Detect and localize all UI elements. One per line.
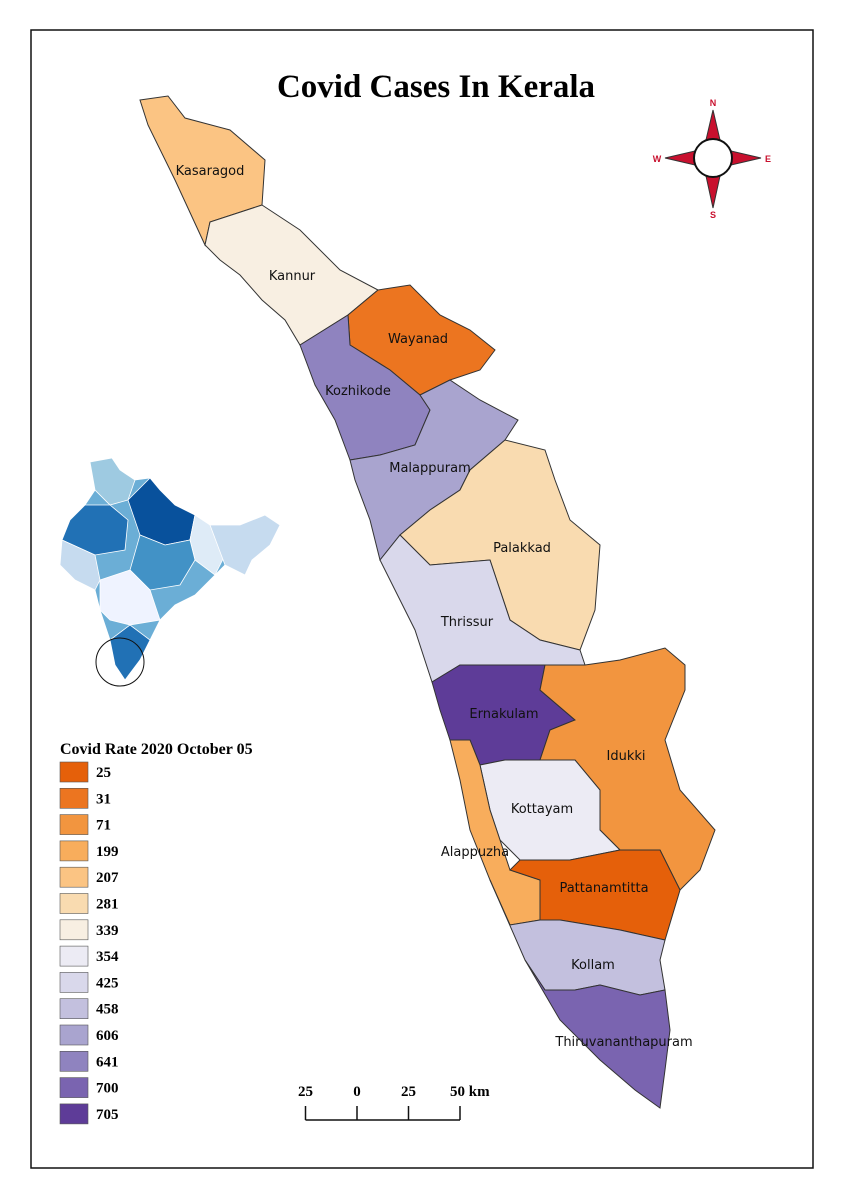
legend: 25 31 71 199 207 281 339 354 425 458 606 641 700 705 <box>59 761 119 1125</box>
legend-swatch <box>59 866 89 888</box>
legend-swatch <box>59 998 89 1020</box>
legend-label: 705 <box>96 1107 119 1123</box>
district-label: Thrissur <box>440 615 494 630</box>
compass-letter: E <box>765 154 771 164</box>
legend-label: 31 <box>96 791 111 807</box>
legend-label: 606 <box>96 1028 119 1044</box>
scale-label: 25 <box>298 1084 313 1100</box>
district-labels: Kasaragod Kannur Wayanad Kozhikode Malap… <box>176 164 693 1050</box>
district-label: Kasaragod <box>176 164 245 179</box>
legend-label: 207 <box>96 870 119 886</box>
legend-swatch <box>59 1103 89 1125</box>
legend-label: 339 <box>96 923 119 939</box>
district-label: Kozhikode <box>325 384 391 399</box>
legend-swatch <box>59 1077 89 1098</box>
scale-label: 25 <box>401 1084 416 1100</box>
legend-label: 71 <box>96 818 111 834</box>
legend-label: 199 <box>96 844 119 860</box>
legend-title: Covid Rate 2020 October 05 <box>60 741 253 758</box>
legend-swatch <box>59 787 89 809</box>
district-label: Thiruvananthapuram <box>554 1035 692 1050</box>
legend-swatch <box>59 945 89 967</box>
district <box>509 849 681 941</box>
scale-label: 50 km <box>450 1084 490 1100</box>
district-label: Kollam <box>571 958 615 973</box>
district-label: Malappuram <box>389 461 470 476</box>
scale-bar: 25 0 25 50 km <box>298 1084 490 1121</box>
legend-label: 458 <box>96 1002 119 1018</box>
compass: N S W E <box>653 98 771 220</box>
district-label: Kannur <box>269 269 316 284</box>
scale-label: 0 <box>353 1084 361 1100</box>
district-label: Wayanad <box>388 332 448 347</box>
india-inset <box>59 457 281 687</box>
legend-swatch <box>59 840 89 862</box>
district-label: Pattanamtitta <box>559 881 648 896</box>
legend-swatch <box>59 972 89 993</box>
legend-swatch <box>59 919 89 941</box>
kerala <box>139 95 716 1109</box>
legend-swatch <box>59 893 89 914</box>
legend-swatch <box>59 814 89 835</box>
district-label: Idukki <box>607 749 646 764</box>
legend-swatch <box>59 761 89 783</box>
legend-swatch <box>59 1024 89 1046</box>
compass-ring <box>693 138 733 178</box>
legend-swatch <box>59 1051 89 1072</box>
compass-letter: W <box>653 154 662 164</box>
district-label: Palakkad <box>493 541 551 556</box>
legend-label: 281 <box>96 897 119 913</box>
legend-label: 641 <box>96 1054 119 1070</box>
compass-letter: S <box>710 210 716 220</box>
legend-label: 25 <box>96 765 111 781</box>
district <box>524 959 671 1109</box>
compass-letter: N <box>710 98 717 108</box>
legend-label: 425 <box>96 975 119 991</box>
legend-label: 354 <box>96 949 119 965</box>
map-title: Covid Cases In Kerala <box>277 69 595 105</box>
district-label: Alappuzha <box>441 845 509 860</box>
district-label: Kottayam <box>511 802 573 817</box>
frame <box>30 29 814 1169</box>
district-label: Ernakulam <box>469 707 538 722</box>
legend-label: 700 <box>96 1081 119 1097</box>
